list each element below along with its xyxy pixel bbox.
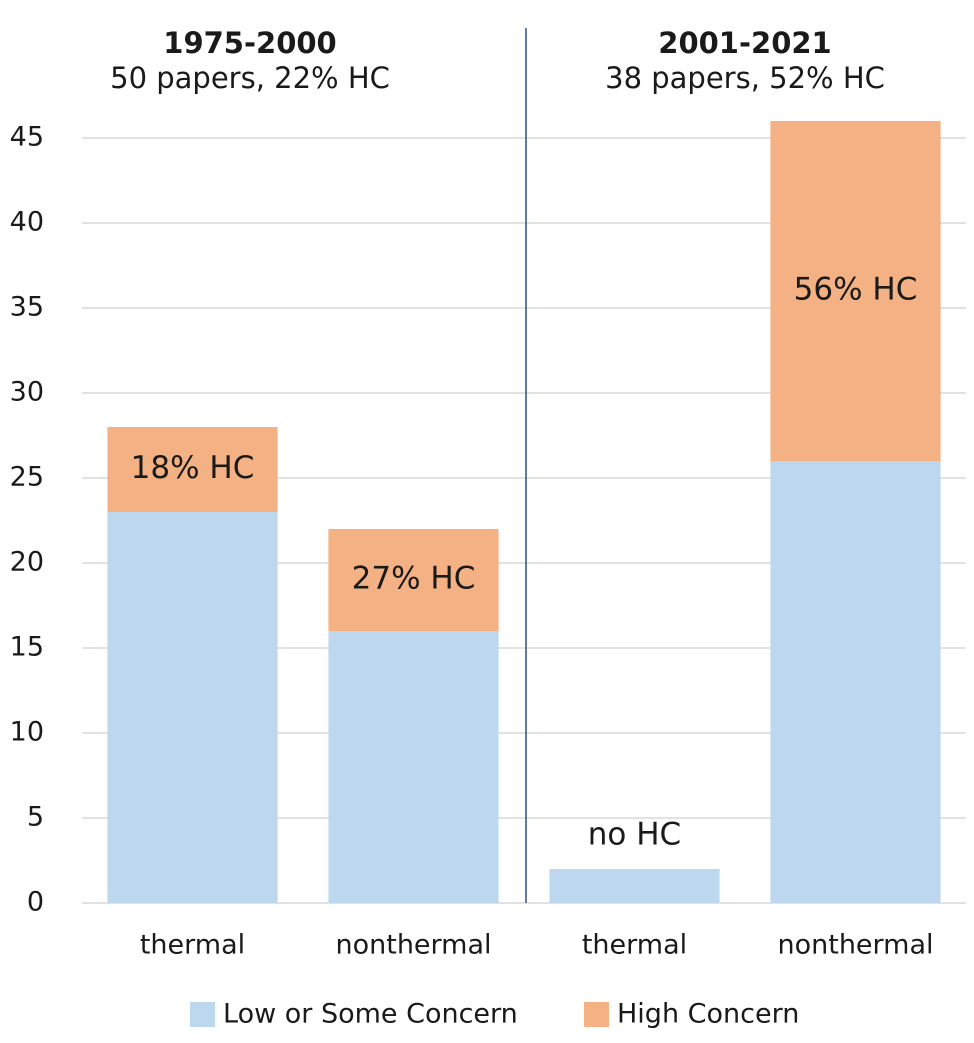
y-tick-label: 5	[27, 802, 44, 833]
bar-annotation: no HC	[588, 817, 681, 853]
y-tick-label: 20	[10, 547, 44, 578]
y-tick-label: 35	[10, 292, 44, 323]
bar-segment	[328, 631, 499, 903]
y-tick-label: 40	[10, 207, 44, 238]
bar-segment	[107, 427, 278, 512]
bar-annotation: 27% HC	[352, 561, 476, 597]
bar-segment	[549, 869, 720, 903]
legend-label: High Concern	[617, 999, 799, 1030]
bar-annotation: 18% HC	[131, 450, 255, 486]
y-tick-label: 25	[10, 462, 44, 493]
bar-annotation: 56% HC	[794, 272, 918, 308]
y-tick-label: 10	[10, 717, 44, 748]
y-tick-label: 30	[10, 377, 44, 408]
legend-label: Low or Some Concern	[223, 999, 518, 1030]
group-subtitle: 50 papers, 22% HC	[110, 61, 390, 95]
bar-segment	[328, 529, 499, 631]
group-title: 1975-2000	[163, 26, 336, 60]
y-tick-label: 45	[10, 122, 44, 153]
legend-swatch	[190, 1002, 215, 1027]
x-tick-label: nonthermal	[335, 930, 491, 961]
bar-segment	[770, 461, 941, 903]
y-tick-label: 0	[27, 887, 44, 918]
x-tick-label: thermal	[582, 930, 687, 961]
legend-swatch	[584, 1002, 609, 1027]
x-tick-label: nonthermal	[777, 930, 933, 961]
group-title: 2001-2021	[658, 26, 831, 60]
bar-segment	[107, 512, 278, 903]
x-tick-label: thermal	[140, 930, 245, 961]
bar-segment	[770, 121, 941, 461]
y-tick-label: 15	[10, 632, 44, 663]
group-subtitle: 38 papers, 52% HC	[605, 61, 885, 95]
